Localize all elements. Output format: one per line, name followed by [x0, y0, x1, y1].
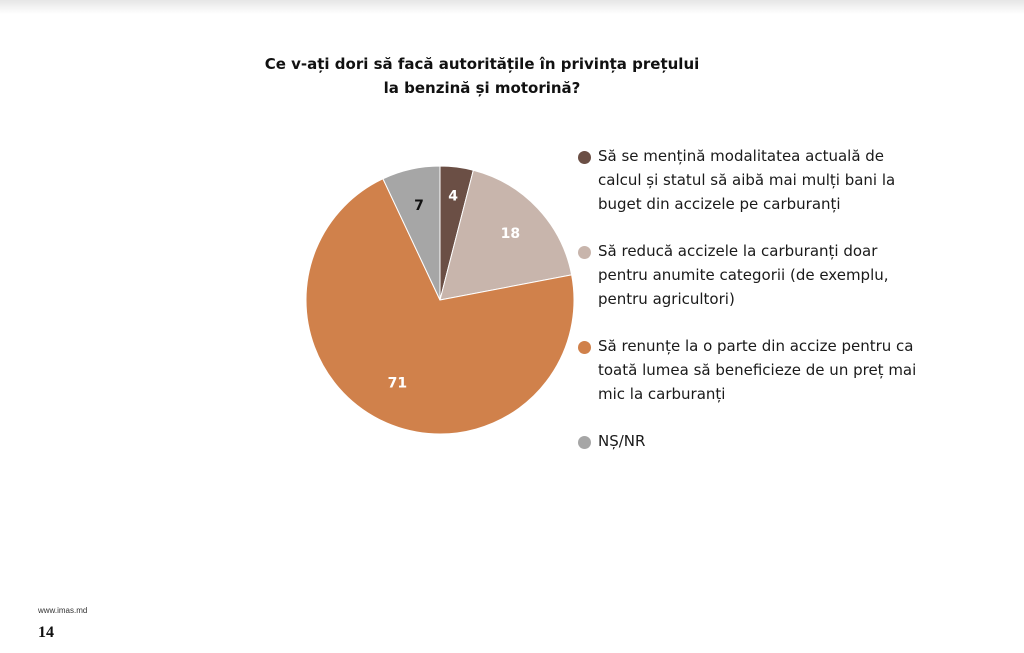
chart-title: Ce v-ați dori să facă autoritățile în pr…: [264, 55, 700, 97]
pie-slice-reduce-some: [439, 169, 573, 301]
pie-label-ns-nr: 7: [414, 198, 424, 214]
chart-legend: Să se mențină modalitatea actuală de cal…: [578, 144, 918, 476]
legend-marker-reduce-some: [578, 246, 591, 259]
legend-marker-maintain: [578, 151, 591, 164]
legend-marker-reduce-all: [578, 341, 591, 354]
legend-item-reduce-all: Să renunțe la o parte din accize pentru …: [578, 334, 918, 406]
legend-label-ns-nr: NȘ/NR: [598, 432, 646, 450]
pie-slice-ns-nr: [382, 165, 441, 301]
page-number: 14: [38, 624, 54, 641]
top-shade: [0, 0, 1024, 14]
pie-chart: 4 18 71 7: [305, 165, 575, 435]
pie-label-reduce-some: 18: [501, 226, 520, 242]
pie-label-reduce-all: 71: [388, 376, 407, 392]
legend-label-reduce-all: Să renunțe la o parte din accize pentru …: [598, 337, 917, 403]
legend-item-reduce-some: Să reducă accizele la carburanți doar pe…: [578, 239, 918, 311]
legend-label-maintain: Să se mențină modalitatea actuală de cal…: [598, 147, 896, 213]
legend-item-maintain: Să se mențină modalitatea actuală de cal…: [578, 144, 918, 216]
legend-item-ns-nr: NȘ/NR: [578, 429, 918, 453]
legend-marker-ns-nr: [578, 436, 591, 449]
legend-label-reduce-some: Să reducă accizele la carburanți doar pe…: [598, 242, 889, 308]
footer-website: www.imas.md: [38, 606, 88, 615]
pie-label-maintain: 4: [448, 188, 458, 204]
pie-slice-reduce-all: [305, 178, 575, 435]
